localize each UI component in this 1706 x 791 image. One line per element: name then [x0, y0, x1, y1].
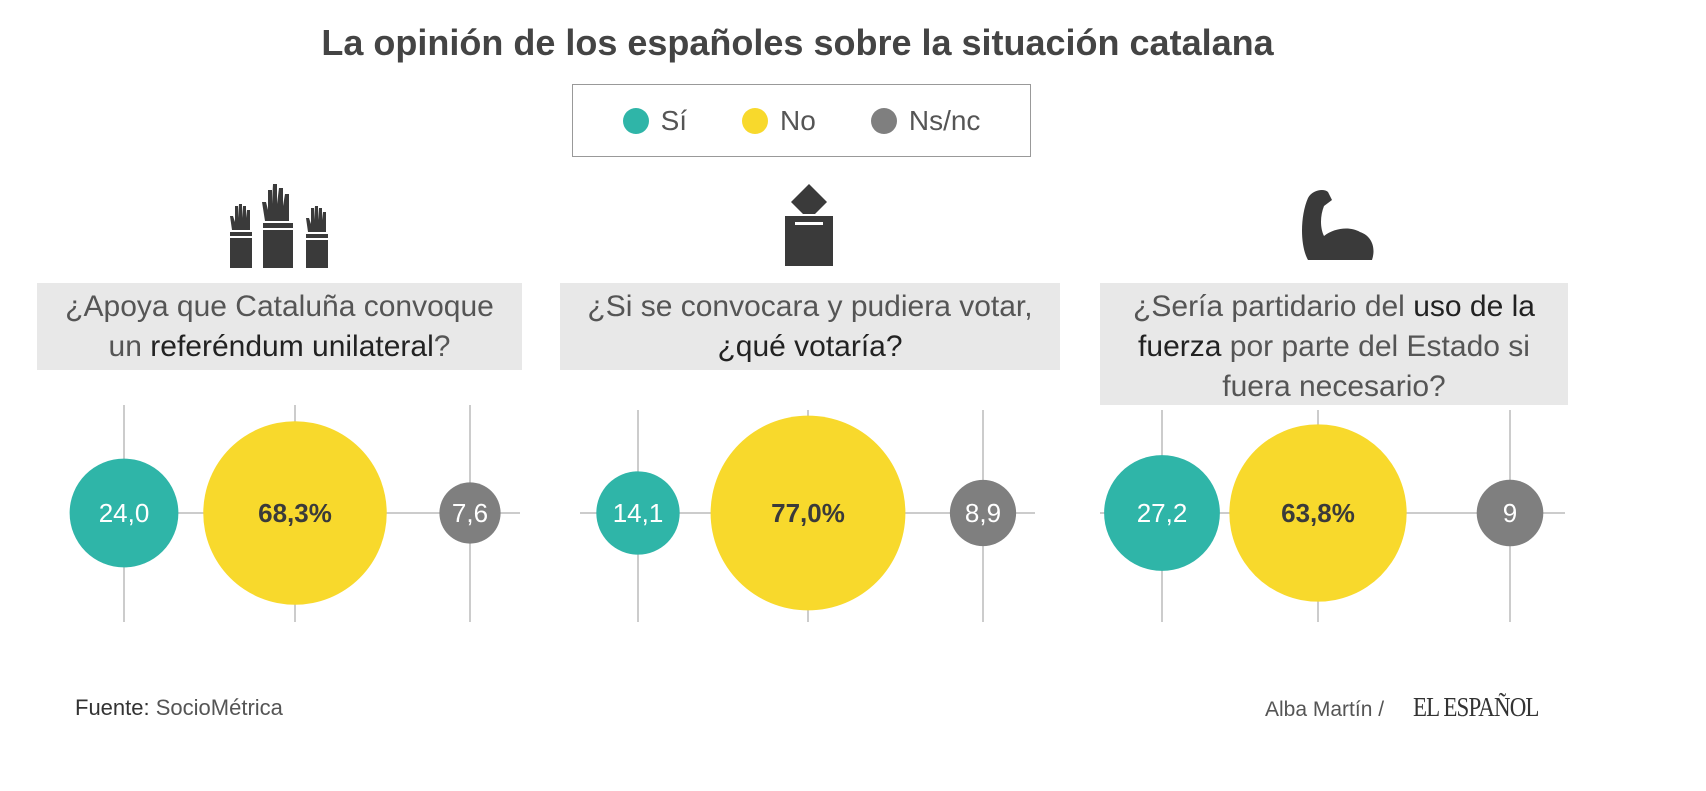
source-name: SocioMétrica — [155, 695, 283, 720]
question-box-3: ¿Sería partidario del uso de la fuerza p… — [1100, 283, 1568, 405]
data-label: 27,2 — [1137, 498, 1188, 528]
question-box-2: ¿Si se convocara y pudiera votar, ¿qué v… — [560, 283, 1060, 370]
legend-label: Ns/nc — [908, 104, 981, 136]
question-text: ? — [433, 330, 451, 363]
bubble-no — [710, 415, 906, 611]
legend-dot-si — [622, 107, 649, 134]
ballot-box-icon — [785, 184, 833, 266]
question-text: por parte del Estado si fuera necesario? — [1221, 330, 1530, 403]
raised-hands-icon — [230, 184, 328, 268]
data-label: 9 — [1503, 498, 1517, 528]
bubble-nsnc — [1476, 479, 1544, 547]
data-label: 14,1 — [613, 498, 664, 528]
data-label: 63,8% — [1281, 498, 1355, 528]
bubble-si — [596, 471, 680, 555]
data-label: 8,9 — [965, 498, 1001, 528]
legend-label: Sí — [660, 104, 688, 136]
chart-title: La opinión de los españoles sobre la sit… — [321, 22, 1274, 63]
data-label: 24,0 — [99, 498, 150, 528]
question-text: ¿qué votaría? — [717, 330, 903, 363]
question-text: ¿Apoya que Cataluña convoque un — [65, 290, 494, 363]
source: Fuente: SocioMétrica — [75, 695, 283, 721]
bubble-nsnc — [949, 479, 1017, 547]
source-label: Fuente: — [75, 695, 150, 720]
flexed-bicep-icon — [1302, 190, 1374, 260]
data-label: 77,0% — [771, 498, 845, 528]
question-text: ¿Sería partidario del — [1133, 290, 1414, 323]
legend-item-si: Sí — [622, 104, 688, 137]
bubble-no — [1229, 424, 1407, 602]
bubble-no — [203, 421, 387, 605]
legend-dot-no — [742, 107, 769, 134]
question-text: referéndum unilateral — [150, 330, 434, 363]
bubble-si — [69, 458, 179, 568]
brand-logo: EL ESPAÑOL — [1413, 692, 1539, 722]
question-box-1: ¿Apoya que Cataluña convoque un referénd… — [37, 283, 522, 370]
bubble-nsnc — [439, 482, 501, 544]
legend: Sí No Ns/nc — [572, 84, 1031, 157]
bubble-si — [1104, 455, 1220, 571]
legend-dot-nsnc — [870, 107, 897, 134]
legend-item-nsnc: Ns/nc — [870, 104, 981, 137]
author: Alba Martín / — [1265, 698, 1385, 721]
question-text: uso de la fuerza — [1138, 290, 1535, 363]
data-label: 7,6 — [452, 498, 488, 528]
legend-item-no: No — [742, 105, 816, 137]
data-label: 68,3% — [258, 498, 332, 528]
question-text: ¿Si se convocara y pudiera votar, — [587, 290, 1033, 323]
legend-label: No — [780, 104, 816, 136]
